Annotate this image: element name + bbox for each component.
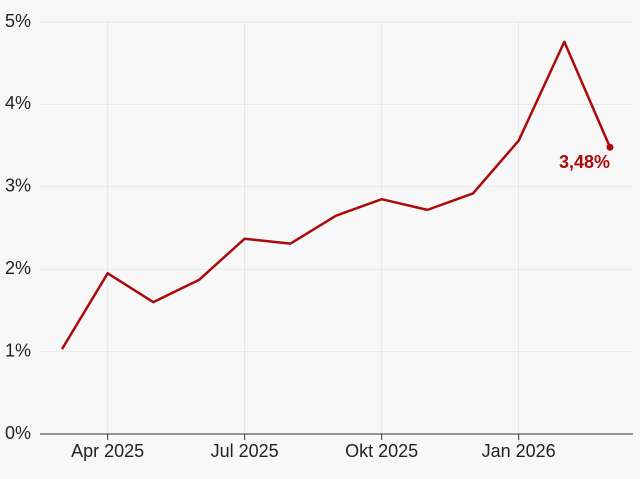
value-label: 3,48% — [559, 152, 610, 172]
x-tick-label: Apr 2025 — [71, 441, 144, 461]
line-series — [60, 40, 612, 350]
y-tick-label: 0% — [5, 423, 31, 443]
y-tick-label: 5% — [5, 11, 31, 31]
x-tick-label: Okt 2025 — [345, 441, 418, 461]
y-tick-label: 3% — [5, 176, 31, 196]
x-tick-label: Jan 2026 — [482, 441, 556, 461]
y-tick-label: 4% — [5, 93, 31, 113]
end-point — [606, 143, 614, 151]
y-tick-label: 1% — [5, 340, 31, 360]
y-tick-label: 2% — [5, 258, 31, 278]
x-tick-label: Jul 2025 — [211, 441, 279, 461]
